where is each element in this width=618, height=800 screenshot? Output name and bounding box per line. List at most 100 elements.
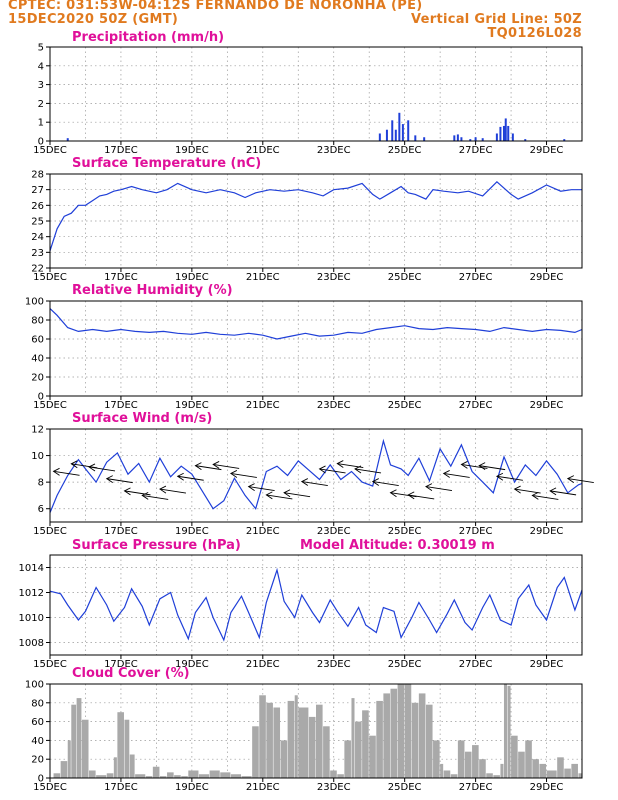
x-tick-label: 19DEC <box>175 659 209 670</box>
header-station: CPTEC: 031:53W-04:12S FERNANDO DE NORONH… <box>8 0 423 13</box>
x-tick-label: 19DEC <box>175 526 209 537</box>
y-tick-label: 1 <box>38 118 44 129</box>
cloud-bar <box>525 740 532 778</box>
cloud-bar <box>443 770 451 778</box>
wind-arrow-head <box>265 491 273 500</box>
x-tick-label: 17DEC <box>104 272 138 283</box>
precip-bar <box>407 120 410 141</box>
wind-arrow-head <box>300 478 309 486</box>
series-line <box>49 180 582 251</box>
cloud-bar <box>308 716 316 778</box>
wind-arrow-head <box>88 463 96 472</box>
x-tick-label: 29DEC <box>530 659 564 670</box>
cloud-bar <box>578 773 582 778</box>
precip-bar <box>474 137 477 141</box>
precip-bar <box>378 133 381 141</box>
y-tick-label: 28 <box>31 170 44 181</box>
cloud-bar <box>411 702 419 778</box>
wind-arrow <box>124 490 151 496</box>
wind-arrow <box>195 465 222 471</box>
wind-arrow-head <box>159 485 167 494</box>
wind-arrow-head <box>123 487 131 496</box>
y-tick-label: 40 <box>31 736 44 747</box>
cloud-bar <box>129 754 135 778</box>
cloud-bar <box>106 773 114 778</box>
cloud-bar <box>198 774 210 778</box>
cloud-bar <box>124 719 130 778</box>
x-tick-label: 15DEC <box>33 659 67 670</box>
y-tick-label: 20 <box>31 373 44 384</box>
series-line <box>49 567 583 642</box>
y-tick-label: 0 <box>38 392 44 403</box>
x-tick-label: 17DEC <box>104 526 138 537</box>
header-grid-note: Vertical Grid Line: 50Z <box>410 12 582 27</box>
cloud-bar <box>117 712 124 778</box>
y-tick-label: 27 <box>31 185 44 196</box>
wind-arrow-head <box>549 487 557 496</box>
cloud-bar <box>486 773 493 778</box>
cloud-bar <box>252 726 259 778</box>
wind-arrow-head <box>318 465 326 474</box>
cloud-bar <box>209 770 220 778</box>
cloud-bar <box>404 684 412 778</box>
x-tick-label: 27DEC <box>459 782 493 793</box>
wind-arrow-head <box>283 489 291 498</box>
cloud-bar <box>167 772 174 778</box>
precip-bar <box>66 138 69 141</box>
wind-arrow-head <box>229 470 238 478</box>
x-tick-label: 27DEC <box>459 145 493 156</box>
precip-bar <box>481 138 484 141</box>
cloud-bar <box>457 740 465 778</box>
x-tick-label: 15DEC <box>33 400 67 411</box>
wind-arrow-head <box>212 461 220 469</box>
wind-arrow-head <box>336 460 344 468</box>
precip-bar <box>502 125 505 141</box>
cloud-bar <box>362 710 369 778</box>
x-tick-label: 17DEC <box>104 400 138 411</box>
precip-bar <box>563 139 566 141</box>
x-tick-label: 27DEC <box>459 526 493 537</box>
wind-arrow-head <box>513 485 521 494</box>
cloud-bar <box>266 702 273 778</box>
cloud-bar <box>344 740 351 778</box>
precip-bar <box>414 135 417 141</box>
cloud-bar <box>323 726 330 778</box>
precip-bar <box>507 125 510 141</box>
precip-bar <box>401 124 404 141</box>
panel-frame <box>49 554 583 656</box>
cloud-bar <box>145 776 153 778</box>
precip-bar <box>453 135 456 141</box>
y-tick-label: 60 <box>31 717 44 728</box>
wind-arrow <box>567 478 594 484</box>
precip-bar <box>524 139 527 141</box>
cloud-bar <box>571 763 578 778</box>
wind-arrow <box>319 468 346 474</box>
cloud-bar <box>174 775 181 778</box>
cloud-bar <box>81 719 89 778</box>
wind-arrow <box>479 465 506 471</box>
cloud-bar <box>493 775 500 778</box>
cloud-bar <box>188 770 199 778</box>
x-tick-label: 21DEC <box>246 526 280 537</box>
precip-bar <box>398 112 401 141</box>
wind-arrow <box>408 494 435 500</box>
y-tick-label: 2 <box>38 99 44 110</box>
wind-arrow-head <box>247 483 255 491</box>
x-tick-label: 21DEC <box>246 145 280 156</box>
series-line <box>49 308 583 340</box>
cloud-bar <box>383 693 390 778</box>
x-tick-label: 25DEC <box>388 526 422 537</box>
wind-arrow <box>550 490 577 496</box>
cloud-bar <box>152 766 160 778</box>
y-tick-label: 100 <box>25 297 44 308</box>
x-tick-label: 25DEC <box>388 782 422 793</box>
cloud-bar <box>507 685 511 778</box>
cloud-bar <box>259 695 266 778</box>
precip-bar <box>423 137 426 141</box>
wind-arrow-head <box>141 491 149 500</box>
cloud-bar <box>316 704 323 778</box>
x-tick-label: 15DEC <box>33 526 67 537</box>
panel-frame <box>49 46 583 142</box>
cloud-bar <box>67 740 71 778</box>
